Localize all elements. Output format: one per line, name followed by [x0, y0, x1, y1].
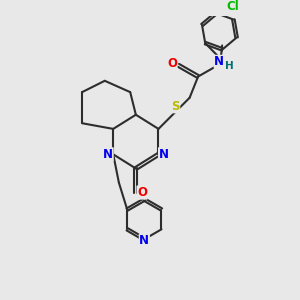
- Text: N: N: [159, 148, 169, 161]
- Text: O: O: [137, 186, 147, 199]
- Text: N: N: [103, 148, 113, 161]
- Text: N: N: [139, 234, 149, 247]
- Text: Cl: Cl: [227, 0, 239, 13]
- Text: S: S: [171, 100, 180, 113]
- Text: N: N: [214, 56, 224, 68]
- Text: O: O: [167, 57, 177, 70]
- Text: H: H: [225, 61, 234, 71]
